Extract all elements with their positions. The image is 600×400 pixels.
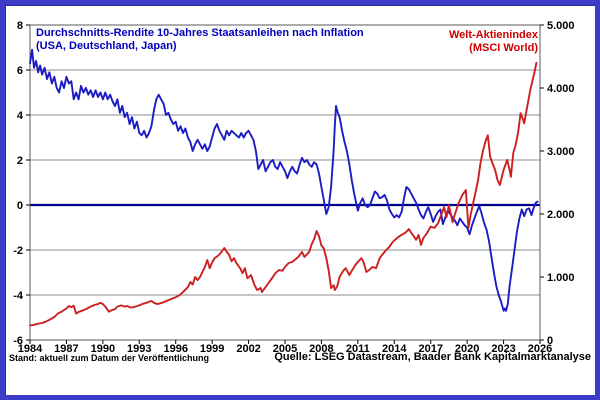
x-axis-tick-label: 2020 [455,343,479,355]
x-axis-tick-label: 1984 [18,343,43,355]
y-axis-right-tick-label: 2.000 [547,209,575,221]
chart-title-bond-yield-line2: (USA, Deutschland, Japan) [36,40,177,52]
y-axis-left-tick-label: 6 [17,65,23,77]
x-axis-tick-label: 2014 [382,343,407,355]
y-axis-left-tick-label: -6 [13,335,23,347]
y-axis-right-tick-label: 3.000 [547,146,575,158]
x-axis-tick-label: 1987 [54,343,78,355]
x-axis-tick-label: 1993 [127,343,151,355]
msci-world-line [29,61,538,327]
x-axis-tick-label: 1999 [200,343,224,355]
x-axis-tick-label: 1996 [163,343,187,355]
y-axis-left-tick-label: 2 [17,155,23,167]
y-axis-left-tick-label: 4 [17,110,24,122]
chart-title-bond-yield-line1: Durchschnitts-Rendite 10-Jahres Staatsan… [36,27,364,39]
plot-frame [29,24,541,341]
chart-title-bond-yield: Durchschnitts-Rendite 10-Jahres Staatsan… [36,27,364,53]
chart-title-msci-world: Welt-Aktienindex (MSCI World) [449,29,538,55]
x-axis-tick-label: 1990 [91,343,115,355]
chart-title-msci-world-line1: Welt-Aktienindex [448,29,538,41]
bond-yield-line [29,48,539,312]
y-axis-right-tick-label: 4.000 [547,83,575,95]
y-axis-left-tick-label: -2 [13,245,23,257]
x-axis-tick-label: 2023 [491,343,515,355]
y-axis-right-tick-label: 0 [547,335,553,347]
x-axis-tick-label: 2017 [418,343,442,355]
y-axis-right-tick-label: 5.000 [547,20,575,32]
x-axis-tick-label: 2008 [309,343,333,355]
x-axis-tick-label: 2002 [236,343,260,355]
y-axis-left-tick-label: -4 [13,290,24,302]
footnote-stand: Stand: aktuell zum Datum der Veröffentli… [9,353,210,363]
y-axis-left-tick-label: 8 [17,20,23,32]
x-axis-tick-label: 2011 [346,343,370,355]
x-axis-tick-label: 2026 [528,343,552,355]
source-note: Quelle: LSEG Datastream, Baader Bank Kap… [274,351,591,363]
chart-title-msci-world-line2: (MSCI World) [469,42,538,54]
y-axis-right-tick-label: 1.000 [547,272,575,284]
x-axis-tick-label: 2005 [273,343,297,355]
y-axis-left-tick-label: 0 [17,200,23,212]
